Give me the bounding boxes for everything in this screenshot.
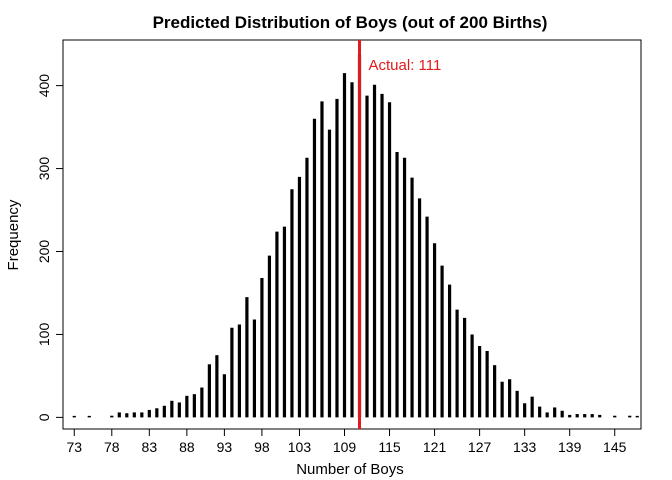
x-tick-label: 78 [104,439,120,455]
x-tick-label: 103 [288,439,312,455]
y-tick-label: 300 [36,157,52,181]
x-axis: 73 78 83 88 93 98 103 109 115 121 127 133 139 145 [66,428,627,455]
x-tick-label: 83 [142,439,158,455]
x-tick-label: 109 [333,439,357,455]
y-axis-label: Frequency [5,199,22,270]
x-tick-label: 93 [217,439,233,455]
x-tick-label: 98 [254,439,270,455]
x-tick-label: 88 [179,439,195,455]
y-tick-label: 0 [36,413,52,421]
x-tick-label: 145 [603,439,627,455]
y-tick-label: 100 [36,323,52,347]
x-tick-label: 121 [423,439,447,455]
reference-label: Actual: 111 [369,57,442,74]
chart-title: Predicted Distribution of Boys (out of 2… [153,13,548,32]
x-tick-label: 73 [66,439,82,455]
y-axis: 0 100 200 300 400 [36,74,64,421]
x-tick-label: 115 [378,439,401,455]
x-axis-label: Number of Boys [296,461,404,478]
x-tick-label: 127 [468,439,492,455]
bars-group [72,54,639,418]
x-tick-label: 139 [558,439,582,455]
y-tick-label: 400 [36,74,52,98]
x-tick-label: 133 [513,439,537,455]
y-tick-label: 200 [36,240,52,264]
